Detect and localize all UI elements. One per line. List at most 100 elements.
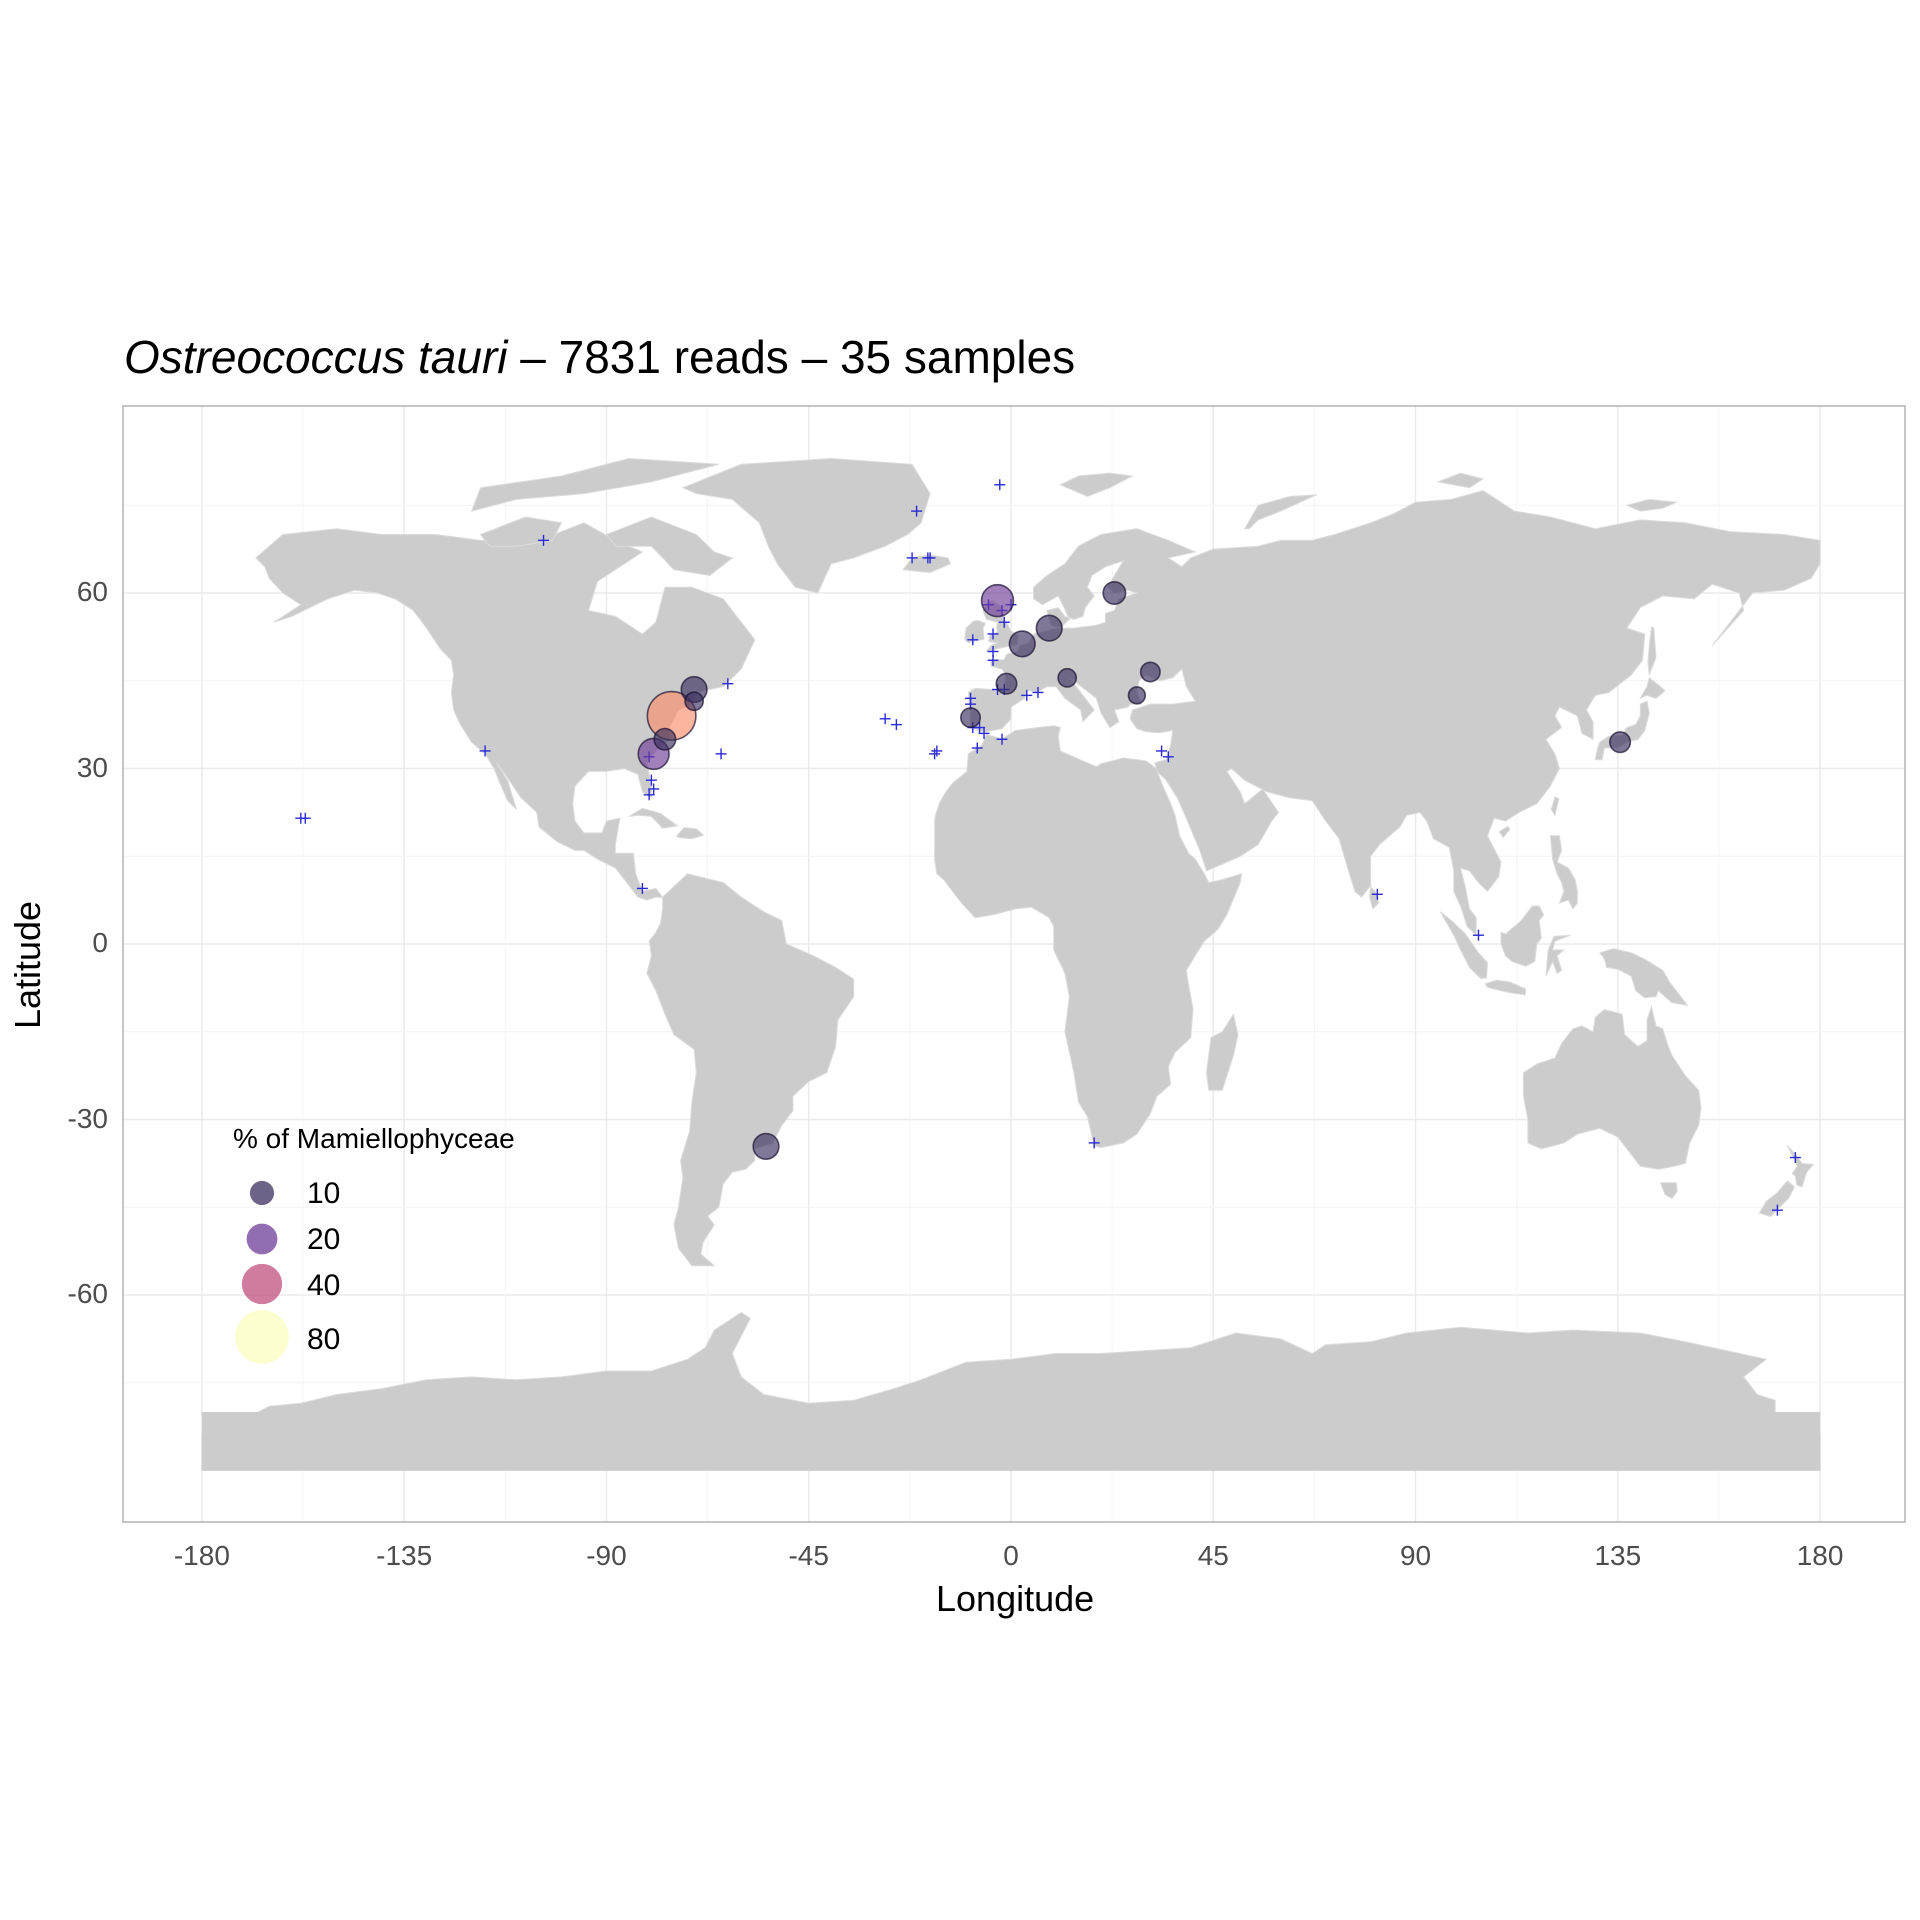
sample-cross — [648, 783, 660, 795]
x-tick-label: 0 — [1003, 1540, 1019, 1571]
x-axis-title: Longitude — [936, 1578, 1095, 1619]
y-tick-label: -30 — [67, 1102, 108, 1134]
sample-cross — [1021, 689, 1033, 701]
sample-cross — [645, 774, 657, 786]
land-cuba — [628, 807, 679, 829]
land-south-america — [646, 873, 855, 1267]
land-baffin — [605, 516, 734, 577]
land-masses — [201, 457, 1821, 1471]
land-africa — [934, 725, 1243, 1149]
sample-bubble — [1008, 630, 1036, 658]
sample-cross — [974, 722, 986, 734]
sample-bubble — [995, 672, 1018, 695]
sample-cross — [1162, 751, 1174, 763]
sample-bubble — [653, 727, 677, 751]
legend-key-10 — [249, 1180, 275, 1206]
title-details: – 7831 reads – 35 samples — [507, 331, 1076, 383]
land-sumatra — [1439, 911, 1489, 980]
sample-bubble — [1609, 731, 1632, 754]
land-nz-north — [1786, 1144, 1815, 1188]
sample-bubble — [960, 707, 982, 729]
legend-key-20 — [246, 1223, 278, 1255]
y-axis-title: Latitude — [7, 900, 49, 1030]
sample-cross — [987, 628, 999, 640]
land-greenland — [681, 457, 931, 594]
sample-cross — [906, 552, 918, 564]
land-philippines — [1549, 835, 1578, 910]
sample-cross — [998, 616, 1010, 628]
land-java — [1484, 979, 1527, 996]
sample-cross — [299, 812, 311, 824]
land-hokkaido — [1639, 676, 1666, 700]
land-north-america — [255, 522, 756, 901]
title-species: Ostreococcus tauri — [124, 331, 508, 383]
x-tick-label: 135 — [1594, 1540, 1642, 1571]
sample-cross — [994, 479, 1006, 491]
sample-cross — [890, 719, 902, 731]
sample-cross — [538, 534, 550, 546]
x-tick-label: -180 — [173, 1540, 230, 1571]
sample-cross — [879, 713, 891, 725]
sample-cross — [1472, 929, 1484, 941]
x-tick-label: 90 — [1399, 1540, 1432, 1571]
sample-cross — [1789, 1152, 1801, 1164]
land-novaya-zemlya — [1243, 494, 1317, 530]
land-arctic-islands — [470, 457, 719, 512]
legend-keys — [235, 1180, 289, 1364]
sample-bubbles — [637, 580, 1632, 1161]
land-europe-asia — [967, 490, 1821, 937]
sample-cross — [924, 552, 936, 564]
land-madagascar — [1205, 1012, 1239, 1091]
land-borneo — [1500, 905, 1545, 967]
sample-cross — [931, 745, 943, 757]
sample-cross — [1088, 1137, 1100, 1149]
x-tick-label: -90 — [586, 1540, 627, 1571]
sample-cross — [636, 882, 648, 894]
land-ireland — [964, 619, 987, 644]
sample-bubble — [1102, 580, 1127, 606]
sample-bubble — [684, 691, 705, 712]
sample-cross — [1032, 686, 1044, 698]
legend-key-80 — [235, 1310, 289, 1364]
sample-cross — [967, 634, 979, 646]
land-australia — [1522, 1004, 1702, 1170]
legend-title: % of Mamiellophyceae — [233, 1123, 515, 1154]
sample-cross — [996, 733, 1008, 745]
y-tick-label: 30 — [76, 751, 108, 783]
legend-key-40 — [241, 1263, 283, 1305]
sample-bubble — [1139, 661, 1161, 683]
land-antarctica-band — [201, 1412, 1821, 1471]
sample-cross — [929, 748, 941, 760]
sample-cross — [643, 789, 655, 801]
sample-cross — [1771, 1204, 1783, 1216]
sample-cross — [1371, 888, 1383, 900]
legend-label-10: 10 — [307, 1177, 341, 1210]
sample-bubble — [752, 1132, 780, 1161]
land-sulawesi — [1545, 934, 1571, 977]
land-tasmania — [1659, 1182, 1678, 1200]
land-severnaya — [1436, 472, 1485, 489]
x-tick-label: -135 — [376, 1540, 433, 1571]
sample-cross — [978, 727, 990, 739]
sample-bubble — [1127, 686, 1147, 705]
land-victoria — [479, 516, 563, 547]
sample-cross — [911, 505, 923, 517]
sample-cross — [1156, 745, 1168, 757]
y-tick-label: 60 — [76, 576, 108, 607]
legend-label-40: 40 — [307, 1269, 341, 1302]
land-taiwan — [1550, 795, 1560, 817]
chart-title: Ostreococcus tauri – 7831 reads – 35 sam… — [124, 330, 1075, 384]
land-hainan — [1498, 825, 1511, 839]
sample-bubble — [1057, 667, 1078, 688]
land-hispaniola — [675, 827, 705, 840]
sample-cross — [722, 678, 734, 690]
land-svalbard — [1059, 472, 1135, 498]
panel-border — [122, 405, 1906, 1523]
legend-label-80: 80 — [307, 1323, 341, 1356]
legend-label-20: 20 — [307, 1223, 341, 1256]
sample-cross — [479, 745, 491, 757]
x-tick-label: 180 — [1796, 1540, 1844, 1571]
sample-bubble — [980, 583, 1015, 618]
